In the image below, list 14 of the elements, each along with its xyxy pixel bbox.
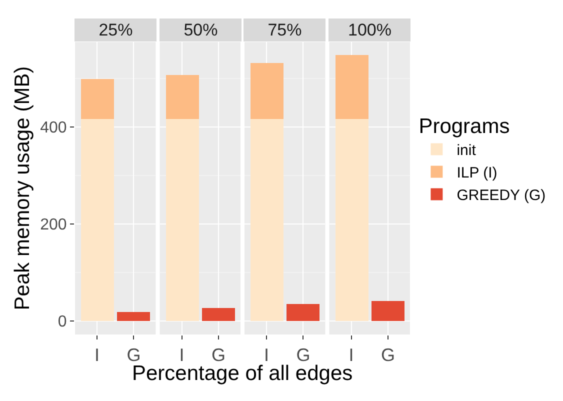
x-tick-label: I <box>94 345 100 366</box>
chart-title: 75% <box>268 20 302 40</box>
y-tick-label: 0 <box>58 314 67 331</box>
x-tick-label: G <box>380 345 395 366</box>
chart-title: 25% <box>98 20 133 40</box>
y-tick-label: 200 <box>40 216 67 234</box>
legend-title: Programs <box>418 115 510 138</box>
legend-label: GREEDY (G) <box>456 187 546 204</box>
y-tick-label: 400 <box>40 119 67 136</box>
y-axis-title: Peak memory usage (MB) <box>11 66 34 310</box>
chart-title: 100% <box>348 20 392 40</box>
chart-title: 50% <box>184 20 218 40</box>
legend-label: init <box>456 142 477 160</box>
legend-label: ILP (I) <box>456 164 498 182</box>
